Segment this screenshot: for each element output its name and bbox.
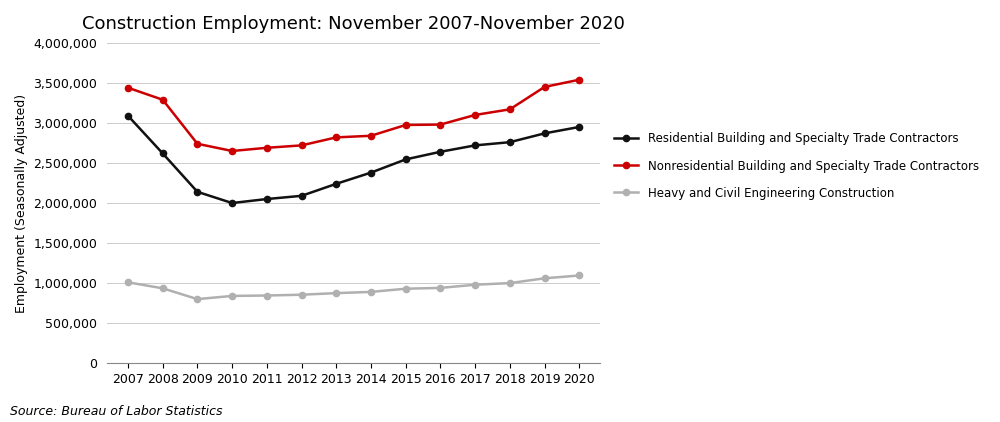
- Residential Building and Specialty Trade Contractors: [434, 149, 446, 154]
- Nonresidential Building and Specialty Trade Contractors: [539, 84, 551, 89]
- Line: Heavy and Civil Engineering Construction: Heavy and Civil Engineering Construction: [125, 272, 582, 302]
- Residential Building and Specialty Trade Contractors: [296, 193, 308, 198]
- Residential Building and Specialty Trade Contractors: [122, 113, 134, 118]
- Heavy and Civil Engineering Construction: [573, 273, 585, 278]
- Heavy and Civil Engineering Construction: [469, 282, 481, 287]
- Title: Construction Employment: November 2007-November 2020: Construction Employment: November 2007-N…: [82, 15, 625, 33]
- Legend: Residential Building and Specialty Trade Contractors, Nonresidential Building an: Residential Building and Specialty Trade…: [611, 129, 982, 203]
- Heavy and Civil Engineering Construction: [122, 280, 134, 285]
- Residential Building and Specialty Trade Contractors: [504, 140, 516, 145]
- Line: Residential Building and Specialty Trade Contractors: Residential Building and Specialty Trade…: [125, 113, 582, 206]
- Residential Building and Specialty Trade Contractors: [191, 189, 203, 195]
- Heavy and Civil Engineering Construction: [365, 289, 377, 295]
- Line: Nonresidential Building and Specialty Trade Contractors: Nonresidential Building and Specialty Tr…: [125, 77, 582, 154]
- Heavy and Civil Engineering Construction: [400, 286, 412, 291]
- Residential Building and Specialty Trade Contractors: [469, 143, 481, 148]
- Heavy and Civil Engineering Construction: [226, 293, 238, 298]
- Residential Building and Specialty Trade Contractors: [573, 124, 585, 130]
- Heavy and Civil Engineering Construction: [330, 291, 342, 296]
- Nonresidential Building and Specialty Trade Contractors: [261, 145, 273, 150]
- Heavy and Civil Engineering Construction: [539, 276, 551, 281]
- Residential Building and Specialty Trade Contractors: [330, 181, 342, 187]
- Nonresidential Building and Specialty Trade Contractors: [469, 112, 481, 117]
- Y-axis label: Employment (Seasonally Adjusted): Employment (Seasonally Adjusted): [15, 93, 28, 313]
- Heavy and Civil Engineering Construction: [157, 286, 169, 291]
- Heavy and Civil Engineering Construction: [434, 285, 446, 290]
- Nonresidential Building and Specialty Trade Contractors: [504, 107, 516, 112]
- Text: Source: Bureau of Labor Statistics: Source: Bureau of Labor Statistics: [10, 405, 222, 418]
- Residential Building and Specialty Trade Contractors: [157, 151, 169, 156]
- Residential Building and Specialty Trade Contractors: [226, 200, 238, 206]
- Residential Building and Specialty Trade Contractors: [261, 197, 273, 202]
- Heavy and Civil Engineering Construction: [191, 297, 203, 302]
- Heavy and Civil Engineering Construction: [296, 292, 308, 297]
- Nonresidential Building and Specialty Trade Contractors: [122, 85, 134, 90]
- Heavy and Civil Engineering Construction: [504, 281, 516, 286]
- Residential Building and Specialty Trade Contractors: [400, 157, 412, 162]
- Nonresidential Building and Specialty Trade Contractors: [191, 141, 203, 146]
- Nonresidential Building and Specialty Trade Contractors: [434, 122, 446, 127]
- Nonresidential Building and Specialty Trade Contractors: [157, 97, 169, 102]
- Residential Building and Specialty Trade Contractors: [365, 170, 377, 175]
- Nonresidential Building and Specialty Trade Contractors: [573, 77, 585, 82]
- Nonresidential Building and Specialty Trade Contractors: [365, 133, 377, 138]
- Nonresidential Building and Specialty Trade Contractors: [330, 135, 342, 140]
- Residential Building and Specialty Trade Contractors: [539, 131, 551, 136]
- Heavy and Civil Engineering Construction: [261, 293, 273, 298]
- Nonresidential Building and Specialty Trade Contractors: [226, 149, 238, 154]
- Nonresidential Building and Specialty Trade Contractors: [296, 143, 308, 148]
- Nonresidential Building and Specialty Trade Contractors: [400, 122, 412, 127]
